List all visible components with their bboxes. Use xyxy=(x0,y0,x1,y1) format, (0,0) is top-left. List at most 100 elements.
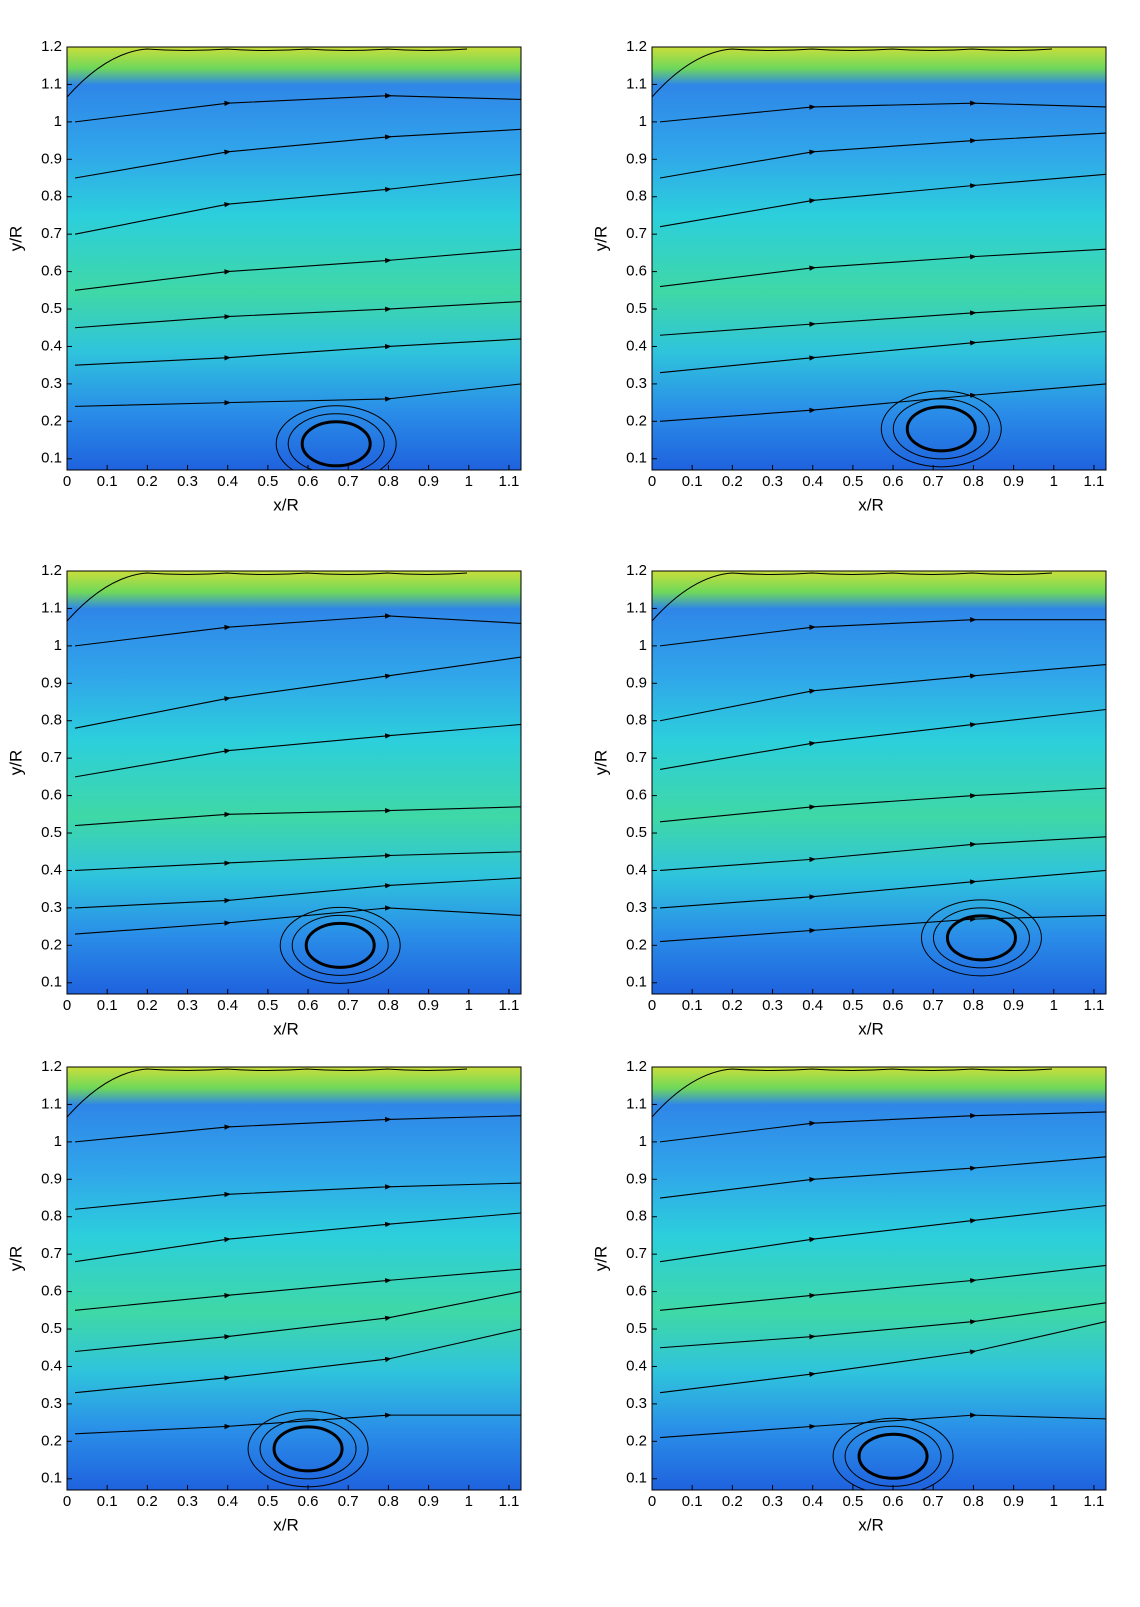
y-tick-label: 1 xyxy=(639,1133,647,1150)
x-tick-label: 0.8 xyxy=(963,1493,984,1510)
x-tick-label: 0 xyxy=(63,473,71,490)
streamline xyxy=(74,1328,521,1394)
x-tick-label: 0.6 xyxy=(883,1493,904,1510)
y-tick-label: 0.7 xyxy=(41,749,62,766)
vortex xyxy=(905,405,977,453)
x-tick-label: 0.6 xyxy=(298,997,319,1014)
y-tick-label: 0.3 xyxy=(41,375,62,392)
tip-vortex-line xyxy=(652,1068,1053,1118)
y-tick-label: 0.6 xyxy=(41,787,62,804)
streamline xyxy=(659,132,1106,179)
streamline xyxy=(75,877,521,909)
x-tick-label: 0.8 xyxy=(963,473,984,490)
x-axis-label: x/R xyxy=(858,1515,884,1534)
vortex xyxy=(304,921,376,969)
y-tick-label: 0.4 xyxy=(41,1357,62,1374)
y-tick-label: 0.8 xyxy=(626,1208,647,1225)
y-tick-label: 0.6 xyxy=(41,263,62,280)
streamline xyxy=(659,383,1106,422)
y-tick-label: 1.1 xyxy=(626,75,647,92)
streamline xyxy=(74,1115,521,1143)
axes-frame xyxy=(651,570,1107,995)
x-tick-label: 0.4 xyxy=(802,997,823,1014)
y-tick-label: 0.9 xyxy=(626,674,647,691)
y-tick-label: 0.2 xyxy=(626,1432,647,1449)
plot-area xyxy=(67,47,521,470)
plot-area xyxy=(67,571,521,994)
vortex xyxy=(932,907,1030,969)
streamline xyxy=(659,1204,1106,1263)
vortex xyxy=(291,914,389,976)
x-tick-label: 1.1 xyxy=(1084,473,1105,490)
y-tick-label: 1.2 xyxy=(41,1058,62,1075)
y-tick-label: 0.2 xyxy=(626,936,647,953)
panel: 0 0.1 0.2 0.3 0.4 0.5 0.6 0.7 0.8 0.9 1 1.10.10.20.… xyxy=(6,1058,522,1534)
x-tick-label: 0.3 xyxy=(177,473,198,490)
y-tick-label: 0.9 xyxy=(626,150,647,167)
x-tick-label: 0.7 xyxy=(923,997,944,1014)
y-tick-label: 0.5 xyxy=(41,300,62,317)
x-tick-label: 0.9 xyxy=(1003,997,1024,1014)
streamline xyxy=(74,905,521,935)
y-tick-label: 1.1 xyxy=(626,599,647,616)
x-tick-label: 0.5 xyxy=(257,473,278,490)
x-tick-label: 1 xyxy=(465,997,473,1014)
streamline xyxy=(659,1321,1106,1394)
y-tick-label: 1.2 xyxy=(41,562,62,579)
streamline xyxy=(659,836,1106,872)
y-tick-label: 0.7 xyxy=(41,1245,62,1262)
x-tick-label: 0.3 xyxy=(762,1493,783,1510)
y-axis-label: y/R xyxy=(6,226,25,252)
tip-vortex-line xyxy=(67,1068,468,1118)
axes-frame xyxy=(651,46,1107,471)
y-tick-label: 0.3 xyxy=(626,375,647,392)
plot-area xyxy=(652,571,1106,994)
x-tick-label: 1 xyxy=(1050,473,1058,490)
y-tick-label: 0.8 xyxy=(41,1208,62,1225)
streamline xyxy=(74,128,521,179)
streamline xyxy=(659,304,1106,336)
y-tick-label: 0.2 xyxy=(41,936,62,953)
streamline xyxy=(659,664,1106,722)
x-tick-label: 1.1 xyxy=(1084,1493,1105,1510)
y-tick-label: 0.9 xyxy=(626,1170,647,1187)
x-tick-label: 0.2 xyxy=(722,1493,743,1510)
vortex xyxy=(272,1425,344,1473)
x-tick-label: 1 xyxy=(1050,997,1058,1014)
vortex xyxy=(275,405,397,470)
x-tick-label: 0.6 xyxy=(883,473,904,490)
y-tick-label: 0.1 xyxy=(41,974,62,991)
x-tick-label: 0.3 xyxy=(762,997,783,1014)
x-tick-label: 0.8 xyxy=(963,997,984,1014)
y-tick-label: 0.5 xyxy=(41,1320,62,1337)
y-tick-label: 1 xyxy=(639,113,647,130)
y-tick-label: 1.2 xyxy=(41,38,62,55)
x-tick-label: 0 xyxy=(648,1493,656,1510)
y-tick-label: 0.1 xyxy=(626,974,647,991)
x-tick-label: 1 xyxy=(465,1493,473,1510)
y-tick-label: 0.7 xyxy=(626,749,647,766)
y-tick-label: 0.8 xyxy=(41,712,62,729)
tip-vortex-line xyxy=(652,48,1053,98)
x-tick-label: 0.8 xyxy=(378,997,399,1014)
vortex xyxy=(880,390,1002,468)
streamline xyxy=(659,100,1106,123)
x-tick-label: 0.7 xyxy=(338,473,359,490)
panel: 0 0.1 0.2 0.3 0.4 0.5 0.6 0.7 0.8 0.9 1 1.10.10.20.… xyxy=(6,562,522,1038)
tip-vortex-line xyxy=(67,572,468,622)
x-axis-label: x/R xyxy=(858,495,884,514)
vortex xyxy=(279,906,401,984)
x-tick-label: 1.1 xyxy=(1084,997,1105,1014)
y-tick-label: 0.2 xyxy=(41,1432,62,1449)
x-tick-label: 0.1 xyxy=(682,1493,703,1510)
x-tick-label: 0.9 xyxy=(1003,1493,1024,1510)
y-tick-label: 0.1 xyxy=(41,450,62,467)
streamline xyxy=(659,1111,1106,1143)
x-tick-label: 1.1 xyxy=(499,1493,520,1510)
y-tick-label: 0.3 xyxy=(626,1395,647,1412)
y-tick-label: 1 xyxy=(54,1133,62,1150)
y-tick-label: 0.4 xyxy=(626,337,647,354)
y-tick-label: 1.1 xyxy=(41,599,62,616)
y-tick-label: 0.7 xyxy=(626,225,647,242)
